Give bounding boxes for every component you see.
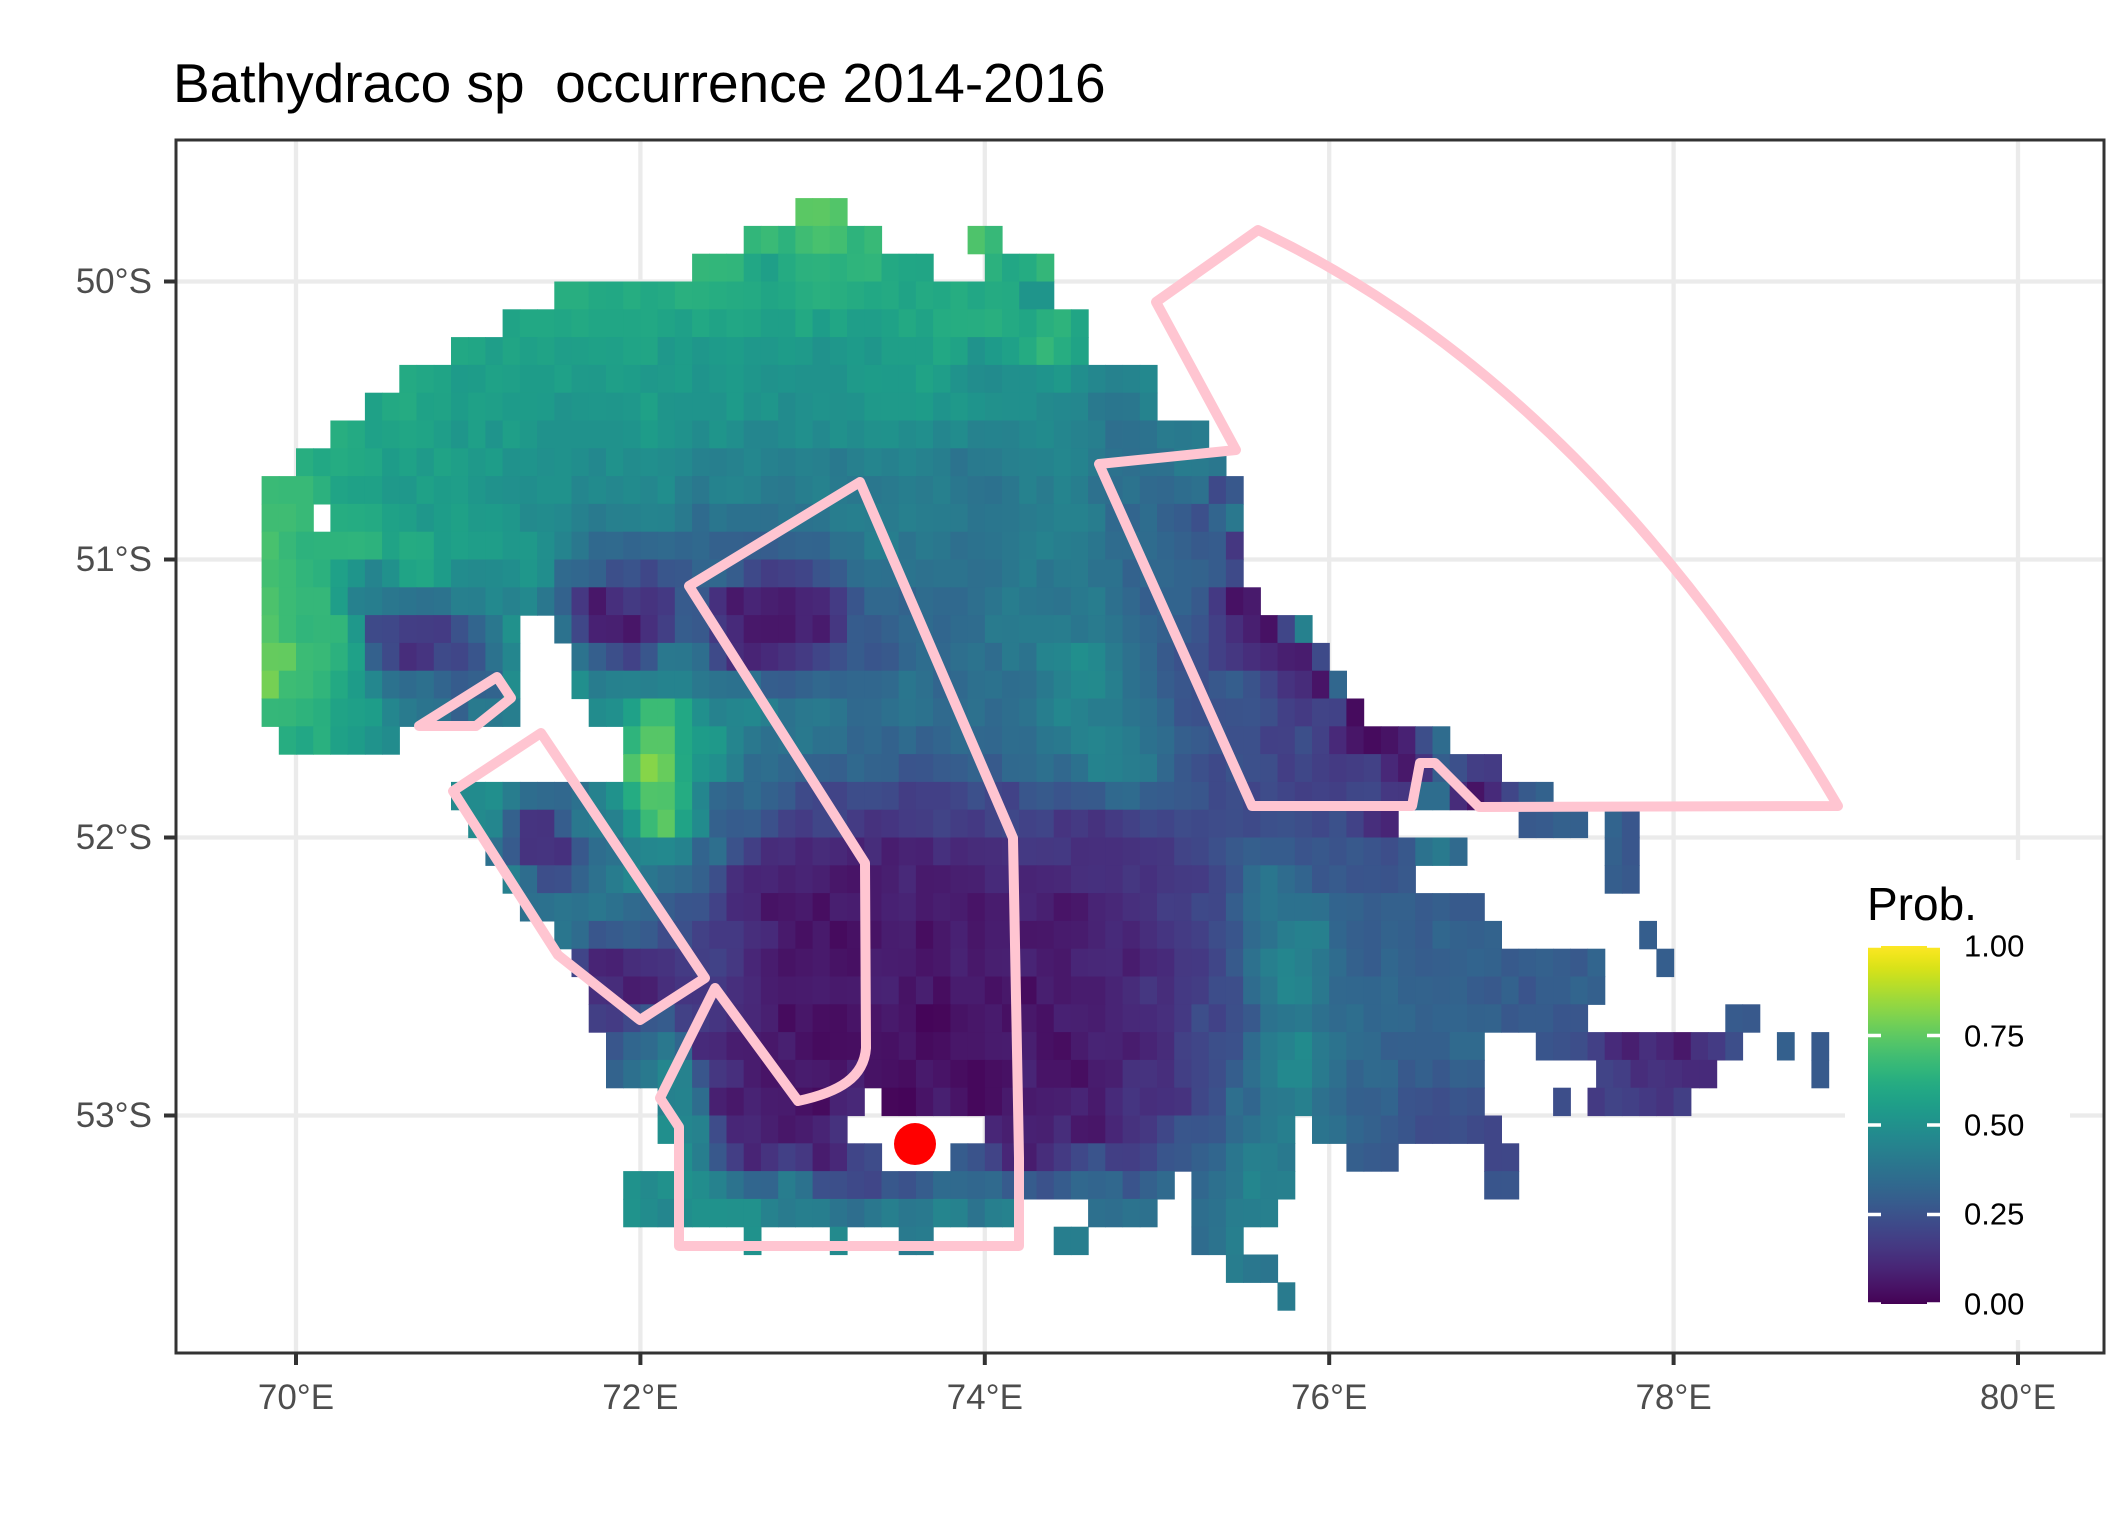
svg-text:50°S: 50°S	[76, 262, 152, 301]
svg-text:70°E: 70°E	[258, 1378, 334, 1417]
svg-text:72°E: 72°E	[602, 1378, 678, 1417]
svg-text:0.25: 0.25	[1964, 1197, 2024, 1232]
svg-text:51°S: 51°S	[76, 540, 152, 579]
svg-text:0.50: 0.50	[1964, 1108, 2024, 1143]
svg-text:1.00: 1.00	[1964, 929, 2024, 964]
svg-text:76°E: 76°E	[1291, 1378, 1367, 1417]
svg-text:78°E: 78°E	[1635, 1378, 1711, 1417]
svg-text:Bathydraco sp occurrence 2014: Bathydraco sp occurrence 2014-2016	[173, 52, 1106, 114]
svg-text:Prob.: Prob.	[1867, 878, 1977, 930]
svg-text:0.75: 0.75	[1964, 1019, 2024, 1054]
svg-text:53°S: 53°S	[76, 1096, 152, 1135]
svg-text:74°E: 74°E	[947, 1378, 1023, 1417]
svg-text:80°E: 80°E	[1980, 1378, 2056, 1417]
svg-text:52°S: 52°S	[76, 818, 152, 857]
svg-text:0.00: 0.00	[1964, 1287, 2024, 1322]
